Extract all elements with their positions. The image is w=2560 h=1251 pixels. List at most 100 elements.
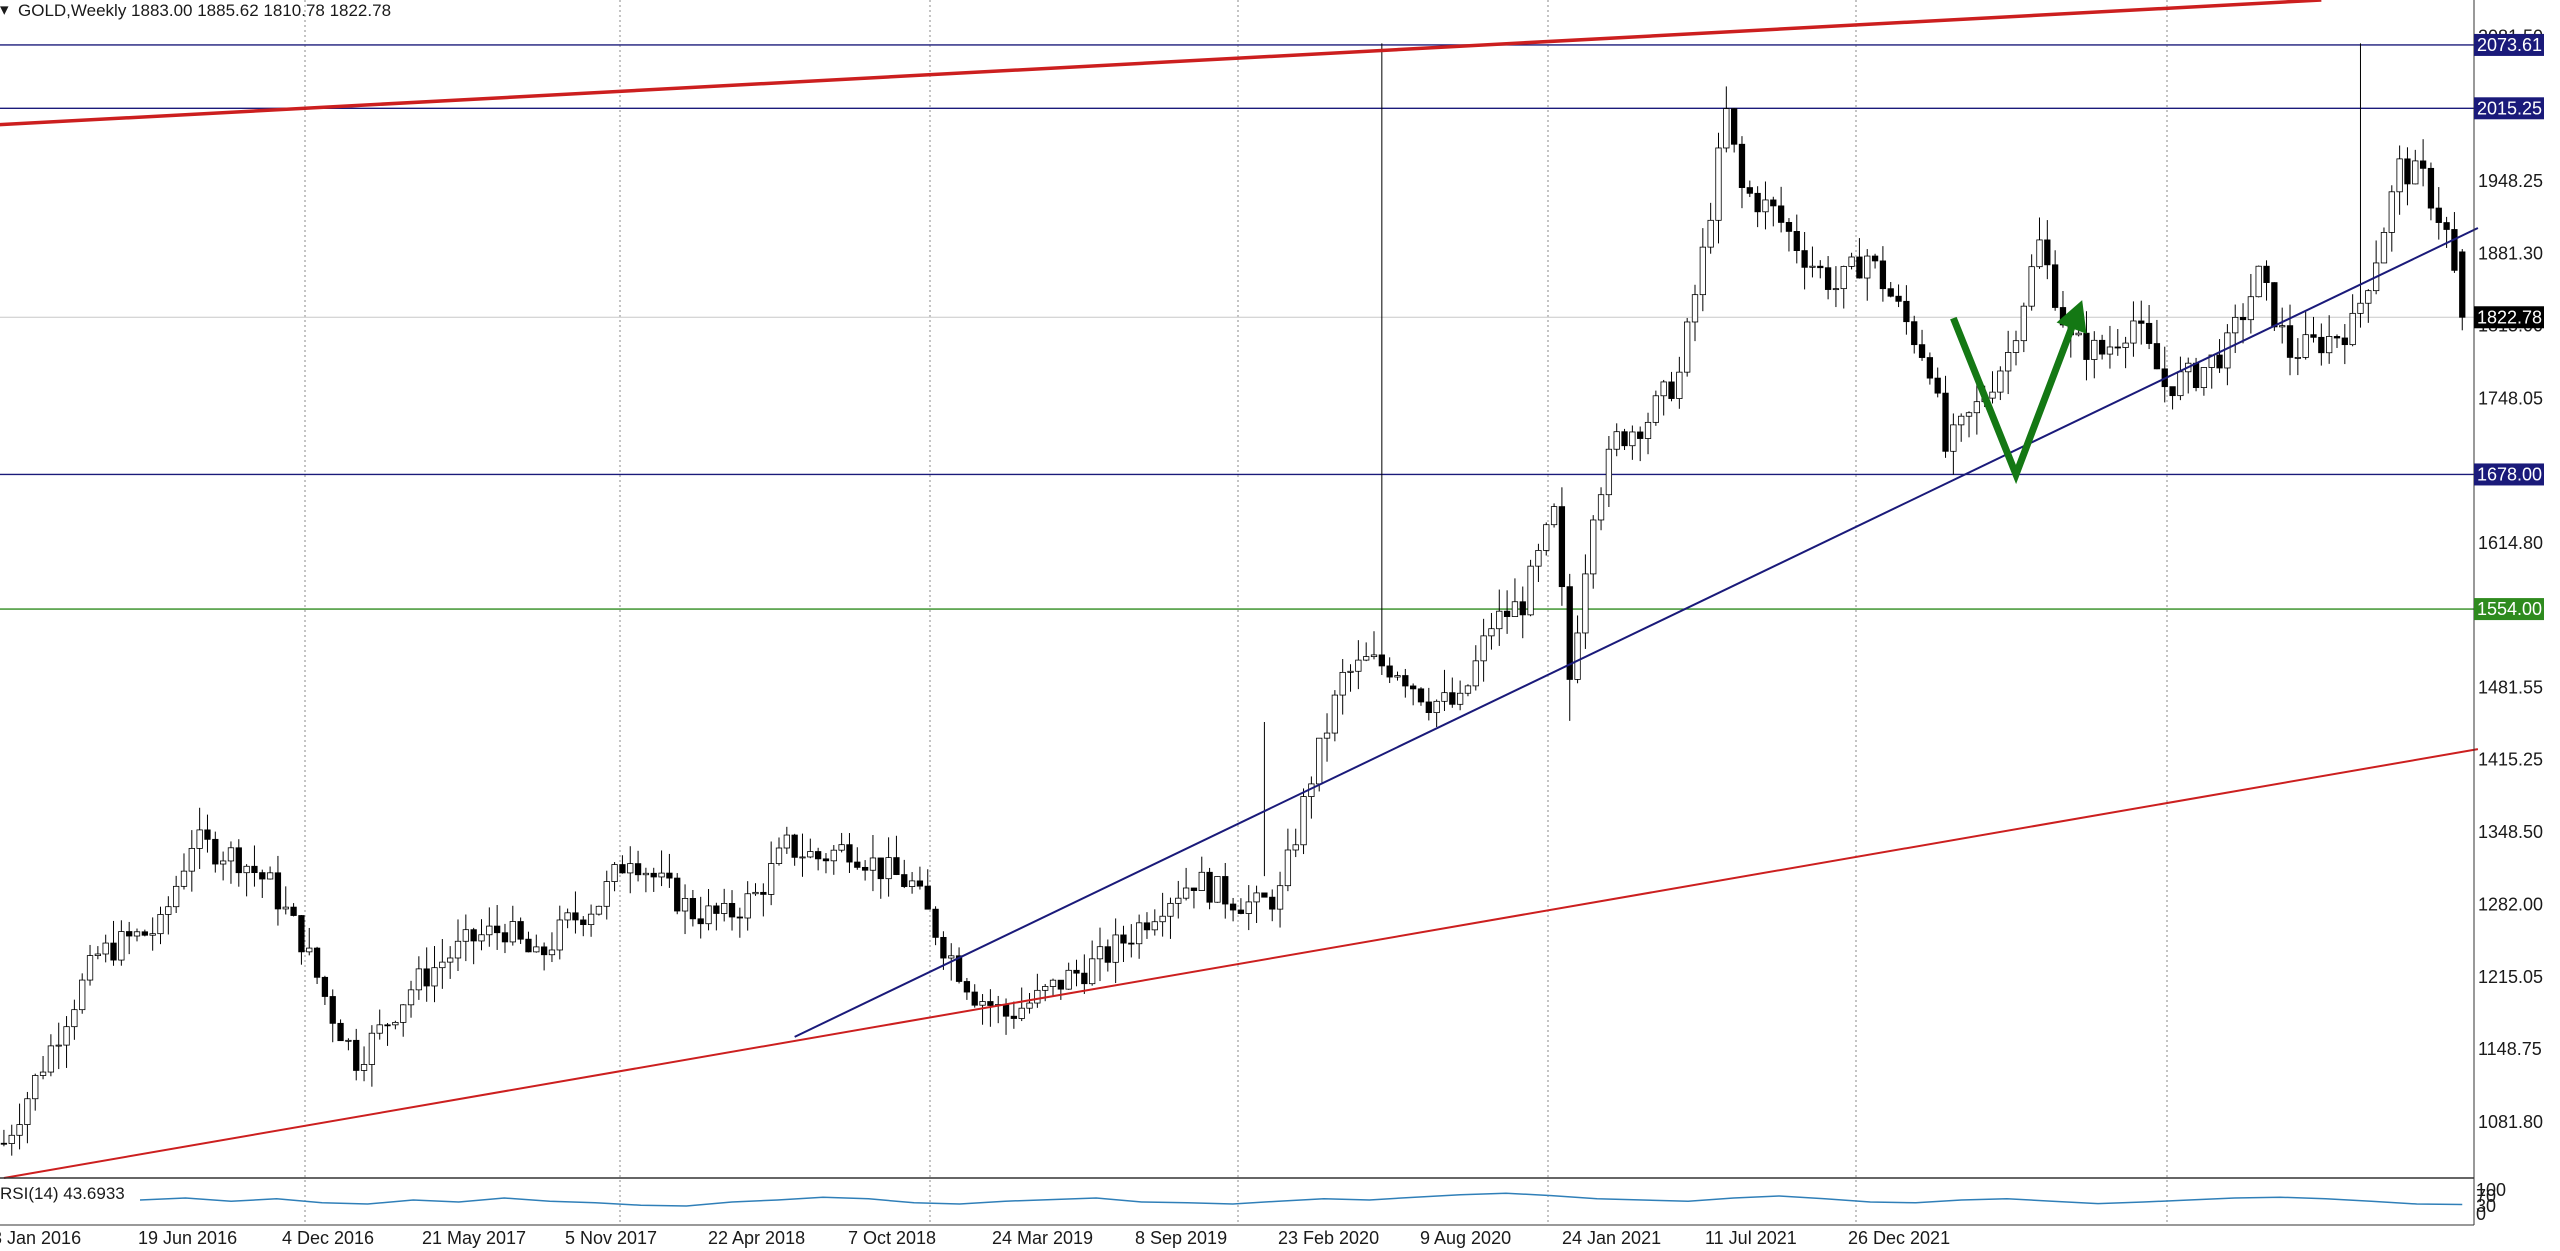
candle-body-6 — [47, 1045, 55, 1073]
candle-body-113 — [885, 857, 892, 880]
candle-body-42 — [329, 996, 336, 1024]
candle-body-84 — [658, 872, 665, 878]
candle-body-178 — [1394, 675, 1401, 678]
candle-body-0 — [0, 1142, 8, 1145]
candle-body-139 — [1089, 958, 1096, 985]
candle-body-172 — [1347, 670, 1354, 673]
candle-body-153 — [1198, 871, 1205, 891]
candle-body-155 — [1214, 876, 1221, 903]
symbol-header: GOLD,Weekly 1883.00 1885.62 1810.78 1822… — [18, 1, 391, 20]
candle-body-141 — [1104, 946, 1111, 963]
candle-body-177 — [1386, 665, 1393, 678]
candle-body-53 — [415, 968, 422, 991]
time-label-1: 19 Jun 2016 — [138, 1228, 237, 1248]
candle-body-210 — [1644, 421, 1652, 439]
candle-body-193 — [1511, 601, 1519, 617]
candle-body-205 — [1605, 448, 1613, 496]
candle-body-105 — [822, 858, 830, 862]
candle-body-71 — [556, 919, 563, 951]
candle-body-65 — [509, 921, 516, 943]
candle-body-262 — [2052, 264, 2059, 308]
candle-body-95 — [744, 893, 751, 919]
candle-body-93 — [728, 902, 736, 918]
candle-body-240 — [1879, 260, 1887, 290]
candle-body-106 — [830, 849, 837, 862]
candle-body-23 — [180, 870, 188, 887]
projection-arrow — [1950, 300, 2087, 485]
candle-body-119 — [932, 908, 939, 938]
candle-body-219 — [1715, 147, 1722, 221]
candle-body-278 — [2177, 371, 2184, 397]
candle-body-256 — [2005, 352, 2012, 372]
time-label-10: 9 Aug 2020 — [1420, 1228, 1511, 1248]
projection-path — [1950, 308, 2082, 485]
candle-body-108 — [846, 844, 853, 863]
candle-body-111 — [869, 857, 877, 871]
candle-body-5 — [39, 1071, 47, 1076]
candle-body-267 — [2091, 339, 2098, 360]
candle-body-120 — [940, 936, 947, 959]
projection-arrowhead — [2056, 300, 2087, 334]
candle-body-182 — [1425, 701, 1432, 714]
candle-body-189 — [1480, 635, 1487, 662]
candle-body-302 — [2365, 290, 2372, 304]
candle-body-209 — [1637, 431, 1644, 439]
candle-body-300 — [2349, 312, 2356, 346]
rsi-scale-30: 30 — [2476, 1196, 2496, 1216]
level-tag-1678.00: 1678.00 — [2477, 464, 2542, 484]
candle-body-174 — [1363, 656, 1370, 661]
candle-body-199 — [1558, 506, 1566, 588]
candle-body-221 — [1731, 108, 1738, 145]
candle-body-273 — [2138, 320, 2145, 324]
price-tick-7: 1481.55 — [2478, 678, 2543, 698]
candle-body-117 — [916, 880, 924, 887]
candle-body-242 — [1895, 295, 1902, 302]
candle-body-55 — [431, 967, 438, 987]
candle-body-121 — [948, 955, 955, 959]
candle-body-35 — [274, 872, 282, 910]
candle-body-229 — [1793, 231, 1800, 252]
candle-body-275 — [2153, 343, 2161, 370]
candle-body-8 — [63, 1026, 70, 1046]
time-label-0: 3 Jan 2016 — [0, 1228, 81, 1248]
candle-body-59 — [462, 929, 469, 942]
candle-body-297 — [2326, 336, 2333, 354]
candle-body-85 — [666, 872, 673, 879]
candle-body-222 — [1738, 143, 1746, 188]
candle-body-46 — [360, 1064, 368, 1071]
candle-body-148 — [1159, 915, 1166, 923]
candle-body-289 — [2263, 265, 2270, 283]
candle-body-186 — [1456, 692, 1464, 705]
candle-body-64 — [501, 932, 509, 943]
candle-body-204 — [1597, 494, 1605, 521]
candle-body-230 — [1801, 250, 1808, 268]
time-label-9: 23 Feb 2020 — [1278, 1228, 1379, 1248]
candle-body-176 — [1378, 654, 1385, 667]
candle-body-14 — [110, 942, 117, 961]
candle-body-75 — [587, 913, 595, 926]
candle-body-280 — [2192, 362, 2200, 389]
candle-body-33 — [259, 872, 266, 880]
candle-body-45 — [353, 1039, 360, 1071]
candle-body-142 — [1112, 934, 1119, 963]
candle-body-68 — [533, 946, 540, 953]
candle-body-83 — [650, 872, 657, 878]
level-tag-2015.25: 2015.25 — [2477, 98, 2542, 118]
candle-body-299 — [2341, 337, 2348, 346]
candle-body-269 — [2106, 346, 2114, 355]
header-caret-icon[interactable]: ▾ — [0, 0, 9, 19]
level-tag-bg-4 — [2474, 598, 2544, 621]
candle-body-100 — [783, 834, 790, 849]
candle-body-80 — [627, 863, 634, 874]
candle-body-132 — [1034, 989, 1041, 1004]
candle-body-36 — [282, 906, 289, 910]
candle-body-150 — [1175, 897, 1182, 904]
rsi-label: RSI(14) 43.6933 — [0, 1184, 125, 1203]
candle-body-224 — [1754, 192, 1761, 213]
price-tick-10: 1282.00 — [2478, 894, 2543, 914]
candle-body-247 — [1934, 377, 1941, 394]
candle-body-51 — [400, 1004, 407, 1023]
candle-body-109 — [854, 861, 861, 868]
